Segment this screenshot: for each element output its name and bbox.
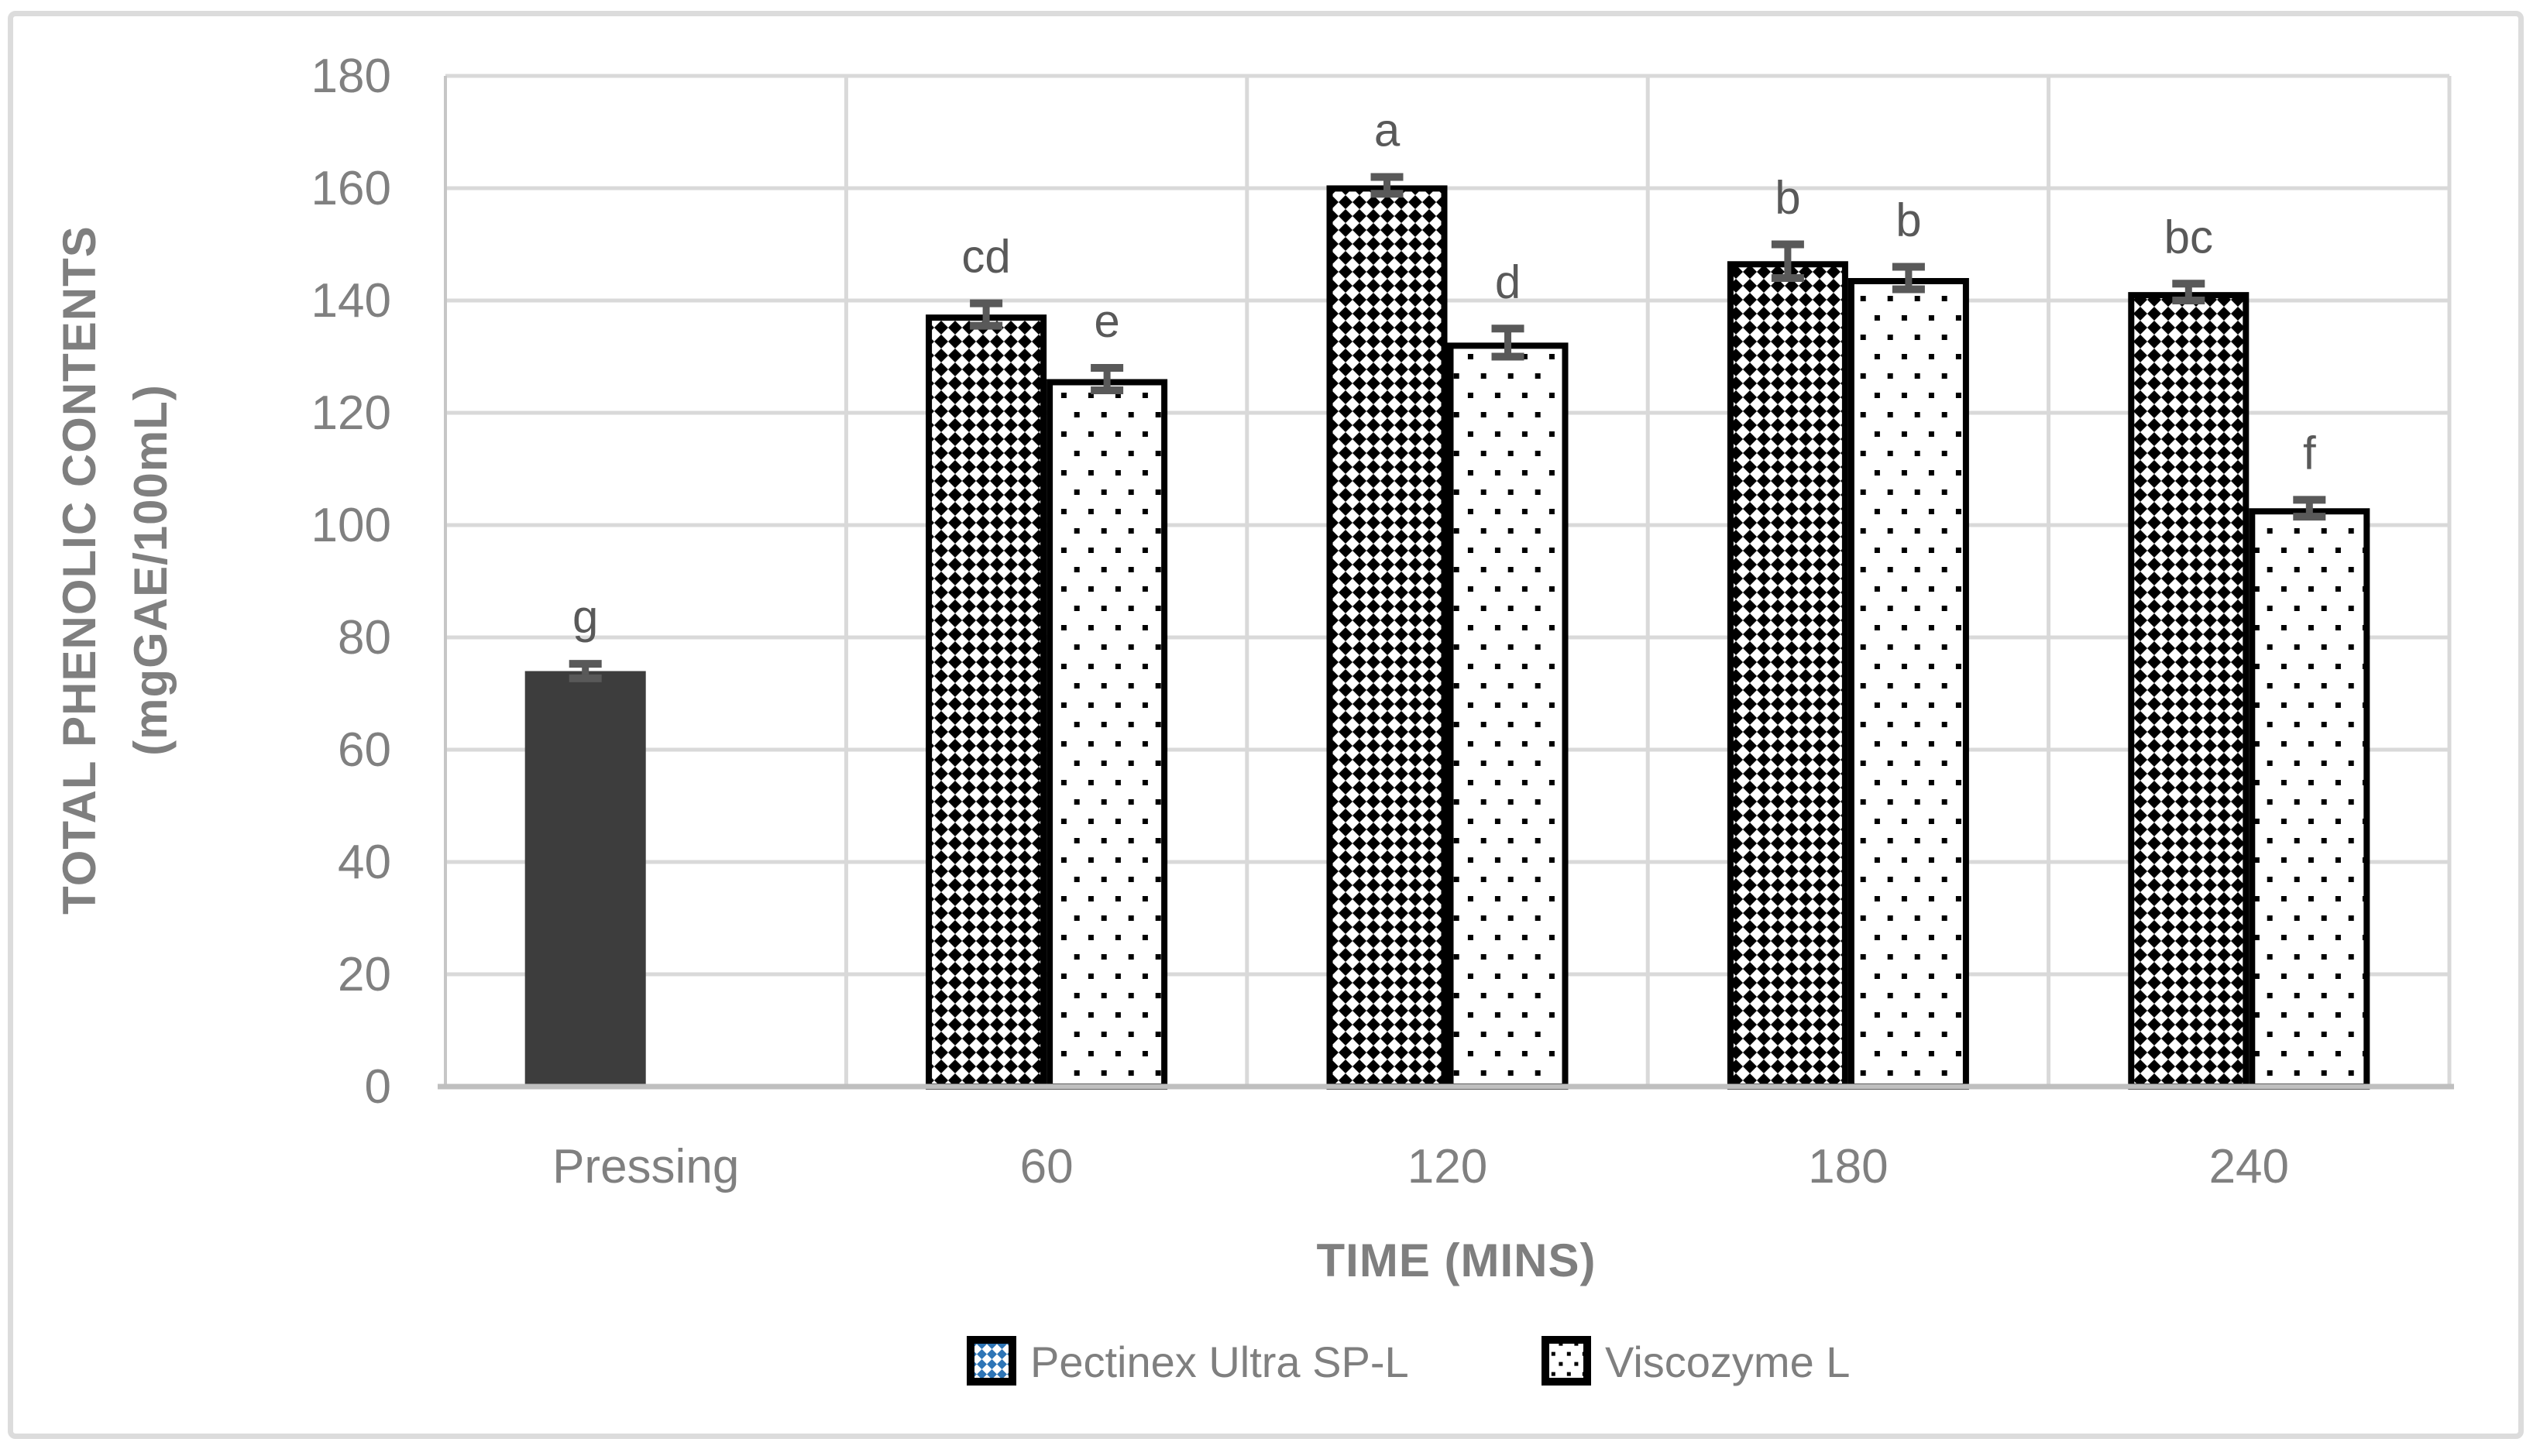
bar-pectinex-60 <box>926 314 1047 1090</box>
y-tick-label-0: 0 <box>365 1060 391 1114</box>
legend-label-pectinex: Pectinex Ultra SP-L <box>1030 1338 1409 1386</box>
y-tick-label-140: 140 <box>311 274 391 328</box>
error-bar <box>1091 364 1124 394</box>
legend-icon-viscozyme <box>1542 1336 1591 1386</box>
x-category-label-120: 120 <box>1407 1140 1487 1193</box>
y-axis-title-line2: (mgGAE/100mL) <box>125 384 177 756</box>
y-tick-label-20: 20 <box>338 948 391 1001</box>
x-category-label-60: 60 <box>1020 1140 1074 1193</box>
error-bar <box>1892 263 1925 294</box>
x-axis-title: TIME (MINS) <box>1316 1235 1597 1286</box>
y-axis-title: TOTAL PHENOLIC CONTENTS (mgGAE/100mL) <box>44 0 191 1228</box>
error-bar <box>2172 280 2205 304</box>
y-axis-title-line1: TOTAL PHENOLIC CONTENTS <box>53 225 105 915</box>
significance-letter: bc <box>2164 211 2213 263</box>
error-bar <box>569 660 602 682</box>
y-tick-label-80: 80 <box>338 611 391 664</box>
error-bar <box>1771 240 1804 282</box>
significance-letter: f <box>2303 427 2316 479</box>
bar-viscozyme-180 <box>1847 278 1969 1090</box>
bar-pressing <box>524 671 646 1087</box>
y-tick-label-180: 180 <box>311 50 391 103</box>
legend-icon-pectinex <box>967 1336 1016 1386</box>
bar-viscozyme-120 <box>1447 342 1569 1090</box>
significance-letter: e <box>1094 295 1119 347</box>
y-tick-label-160: 160 <box>311 162 391 215</box>
error-bar <box>2293 496 2326 521</box>
x-category-label-180: 180 <box>1808 1140 1888 1193</box>
y-tick-label-60: 60 <box>338 723 391 777</box>
x-category-label-Pressing: Pressing <box>552 1140 739 1193</box>
bar-pectinex-120 <box>1326 185 1448 1090</box>
bar-pectinex-240 <box>2128 292 2250 1090</box>
chart-outer-border <box>8 11 2524 1439</box>
legend-label-viscozyme: Viscozyme L <box>1605 1338 1850 1386</box>
x-category-label-240: 240 <box>2209 1140 2289 1193</box>
significance-letter: cd <box>961 231 1010 283</box>
significance-letter: b <box>1896 194 1921 246</box>
y-tick-label-100: 100 <box>311 499 391 552</box>
error-bar <box>970 299 1003 330</box>
bar-viscozyme-240 <box>2249 508 2370 1090</box>
y-tick-label-120: 120 <box>311 386 391 440</box>
bar-pectinex-180 <box>1727 261 1848 1090</box>
significance-letter: a <box>1374 105 1401 156</box>
legend: Pectinex Ultra SP-L Viscozyme L <box>967 1336 1850 1386</box>
significance-letter: d <box>1495 256 1521 307</box>
y-tick-label-40: 40 <box>338 836 391 889</box>
significance-letter: g <box>572 591 598 643</box>
error-bar <box>1491 325 1524 361</box>
bar-viscozyme-60 <box>1047 379 1168 1090</box>
significance-letter: b <box>1775 172 1800 224</box>
error-bar <box>1370 173 1404 198</box>
